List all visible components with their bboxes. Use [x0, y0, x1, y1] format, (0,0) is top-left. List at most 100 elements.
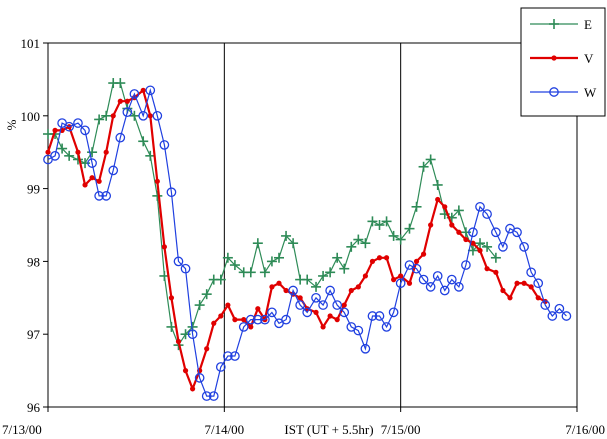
data-point-dot — [218, 313, 224, 319]
data-point-dot — [320, 324, 326, 330]
y-tick-label: 100 — [21, 109, 41, 124]
y-tick-label: 101 — [21, 36, 41, 51]
data-point-circle — [475, 201, 485, 212]
data-point-circle — [230, 351, 240, 361]
data-point-circle — [238, 322, 249, 332]
data-point-dot — [327, 313, 333, 319]
data-point-plus — [94, 114, 105, 125]
data-point-dot — [168, 295, 175, 301]
data-point-dot — [255, 306, 261, 312]
series-v — [45, 87, 548, 392]
data-point-dot — [493, 269, 499, 275]
data-point-circle — [554, 303, 565, 314]
data-point-plus — [302, 274, 313, 285]
data-point-circle — [446, 274, 457, 285]
x-tick-label: 7/15/00 — [381, 422, 421, 437]
data-point-dot — [413, 258, 420, 264]
data-point-plus — [222, 252, 233, 263]
data-point-dot — [551, 55, 557, 61]
y-axis-ticks: 96 97 98 99 100 101 — [21, 36, 48, 415]
data-point-plus — [418, 161, 429, 172]
data-point-dot — [147, 113, 153, 119]
data-point-dot — [369, 258, 376, 264]
data-point-circle — [115, 132, 126, 143]
data-point-circle — [418, 274, 429, 285]
data-point-plus — [266, 256, 277, 267]
y-tick-label: 97 — [27, 327, 41, 342]
data-point-circle — [533, 278, 544, 289]
data-point-dot — [225, 302, 231, 308]
data-point-plus — [432, 179, 443, 190]
data-point-circle — [367, 311, 378, 321]
data-point-plus — [404, 223, 415, 234]
data-point-circle — [318, 300, 328, 310]
data-point-dot — [456, 229, 462, 235]
data-point-circle — [439, 285, 450, 296]
data-point-plus — [281, 230, 292, 241]
plot-area — [47, 42, 578, 408]
data-point-circle — [512, 227, 522, 238]
y-tick-label: 96 — [27, 400, 41, 415]
data-point-plus — [273, 252, 284, 263]
data-point-circle — [374, 311, 385, 321]
data-point-dot — [82, 182, 88, 188]
data-point-circle — [295, 300, 306, 310]
data-point-circle — [454, 282, 464, 292]
data-point-circle — [64, 121, 75, 132]
data-point-plus — [374, 220, 385, 230]
data-point-plus — [252, 238, 263, 249]
data-point-dot — [528, 284, 534, 290]
data-point-plus — [411, 201, 422, 212]
data-point-circle — [395, 278, 406, 289]
y-tick-label: 98 — [27, 254, 40, 269]
data-point-circle — [281, 314, 291, 325]
x-tick-label: 7/14/00 — [204, 422, 244, 437]
data-point-dot — [269, 284, 275, 290]
data-point-dot — [463, 236, 469, 243]
data-point-plus — [101, 110, 112, 121]
data-point-dot — [362, 273, 368, 279]
data-point-circle — [101, 191, 112, 201]
data-point-dot — [435, 196, 441, 203]
x-tick-label: 7/13/00 — [2, 422, 42, 437]
data-point-plus — [129, 110, 140, 121]
data-point-plus — [138, 136, 149, 147]
data-point-plus — [346, 241, 357, 252]
data-point-plus — [425, 154, 436, 165]
data-point-dot — [355, 284, 361, 290]
data-point-dot — [484, 266, 490, 272]
data-point-dot — [140, 87, 146, 93]
data-point-dot — [89, 175, 95, 181]
data-point-dot — [232, 317, 238, 323]
data-point-dot — [521, 280, 527, 286]
data-point-dot — [161, 244, 167, 250]
data-point-circle — [145, 85, 156, 96]
data-point-dot — [376, 255, 383, 261]
data-point-plus — [339, 263, 350, 274]
data-point-circle — [425, 282, 436, 292]
data-point-circle — [360, 343, 371, 354]
data-point-circle — [381, 322, 392, 332]
data-point-plus — [288, 238, 299, 249]
data-point-dot — [341, 302, 347, 308]
data-point-circle — [526, 267, 537, 278]
data-point-circle — [461, 260, 471, 270]
data-point-dot — [514, 280, 520, 286]
data-point-circle — [491, 227, 501, 238]
data-point-circle — [166, 187, 177, 198]
data-point-circle — [73, 118, 83, 128]
x-axis-ticks: 7/13/00 7/14/00 7/15/00 7/16/00 — [2, 407, 605, 437]
data-point-dot — [154, 178, 160, 184]
data-point-dot — [189, 386, 196, 392]
legend-label: E — [584, 17, 592, 32]
data-point-plus — [318, 270, 329, 281]
data-point-circle — [288, 285, 298, 296]
data-point-plus — [332, 252, 343, 263]
data-point-dot — [96, 178, 102, 184]
data-point-circle — [432, 271, 443, 281]
data-point-dot — [470, 240, 476, 246]
data-point-circle — [138, 110, 149, 121]
data-point-plus — [490, 252, 501, 263]
data-point-plus — [311, 281, 322, 292]
